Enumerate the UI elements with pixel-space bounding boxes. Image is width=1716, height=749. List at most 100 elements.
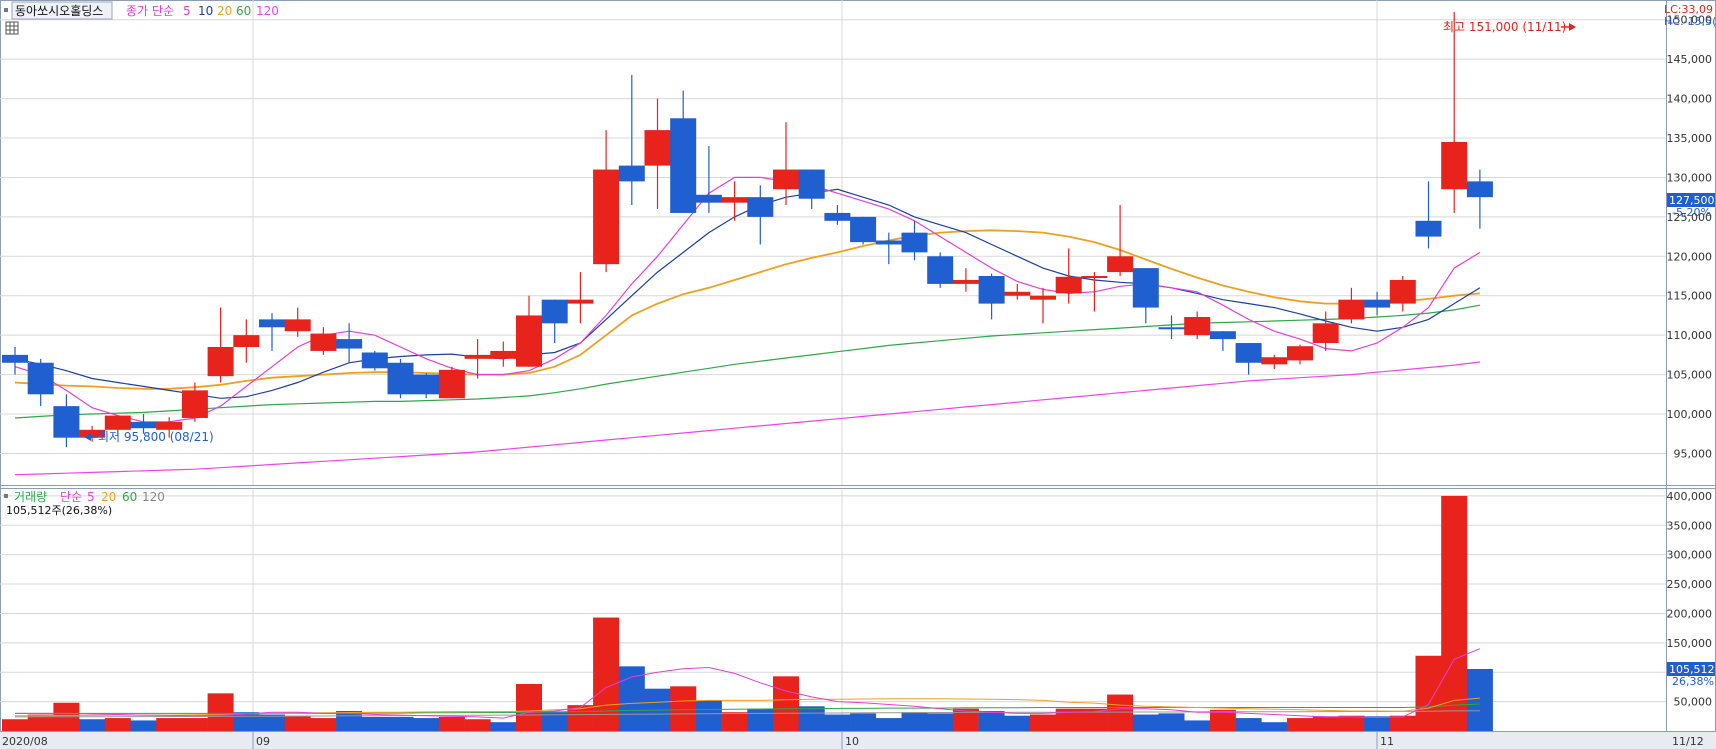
candle[interactable] [284, 307, 311, 337]
volume-bar[interactable] [259, 714, 285, 731]
candle[interactable] [1055, 248, 1082, 304]
candle[interactable] [336, 323, 363, 363]
volume-bar[interactable] [1030, 714, 1056, 731]
candle[interactable] [1261, 354, 1288, 370]
candle[interactable] [516, 295, 542, 367]
candle[interactable] [310, 327, 337, 355]
volume-bar[interactable] [516, 683, 542, 731]
candle[interactable] [1415, 181, 1442, 249]
volume-bar[interactable] [1364, 716, 1391, 731]
candle[interactable] [644, 98, 671, 209]
volume-bar[interactable] [233, 712, 260, 731]
volume-bar[interactable] [490, 722, 517, 731]
candle[interactable] [1107, 205, 1134, 277]
volume-bar[interactable] [1055, 708, 1082, 731]
candle[interactable] [1389, 276, 1416, 312]
volume-bar[interactable] [284, 715, 311, 731]
candle[interactable] [1081, 272, 1108, 312]
candle[interactable] [670, 90, 697, 213]
volume-bar[interactable] [438, 716, 465, 731]
candle[interactable] [464, 339, 491, 379]
candle[interactable] [747, 185, 774, 245]
volume-bar[interactable] [593, 617, 620, 731]
volume-bar[interactable] [1235, 718, 1262, 731]
volume-bar[interactable] [721, 712, 748, 731]
candle[interactable] [1441, 11, 1468, 213]
ma-period-20[interactable]: 20 [217, 4, 232, 18]
candle[interactable] [773, 122, 799, 206]
volume-bar[interactable] [361, 716, 388, 731]
candle[interactable] [721, 181, 748, 221]
volume-ma-period-60[interactable]: 60 [122, 490, 137, 504]
candle[interactable] [850, 216, 877, 245]
candle[interactable] [130, 414, 157, 434]
candle[interactable] [438, 366, 465, 399]
volume-bar[interactable] [2, 719, 28, 731]
volume-bar[interactable] [618, 666, 645, 731]
volume-bar[interactable] [1184, 720, 1211, 731]
candle[interactable] [618, 74, 645, 206]
volume-bar[interactable] [670, 686, 697, 731]
volume-bar[interactable] [1441, 495, 1468, 731]
candle[interactable] [1030, 287, 1056, 324]
volume-bar[interactable] [1312, 716, 1339, 731]
candle[interactable] [53, 394, 80, 448]
ma-period-60[interactable]: 60 [236, 4, 251, 18]
candle[interactable] [27, 358, 54, 407]
volume-bar[interactable] [1107, 694, 1134, 731]
candle[interactable] [1364, 291, 1391, 316]
volume-bar[interactable] [747, 708, 774, 731]
volume-bar[interactable] [978, 711, 1005, 731]
volume-bar[interactable] [798, 706, 825, 731]
volume-bar[interactable] [1158, 713, 1185, 731]
volume-bar[interactable] [1389, 715, 1416, 731]
volume-bar[interactable] [156, 718, 183, 731]
volume-ma-period-5[interactable]: 5 [87, 490, 95, 504]
stock-name-box[interactable] [11, 1, 113, 20]
volume-bar[interactable] [1209, 709, 1236, 731]
volume-bar[interactable] [464, 719, 491, 731]
volume-bar[interactable] [1466, 668, 1493, 731]
candle[interactable] [181, 382, 208, 422]
volume-bar[interactable] [79, 719, 106, 731]
volume-bar[interactable] [824, 714, 851, 731]
volume-bar[interactable] [773, 676, 799, 731]
candle[interactable] [978, 273, 1005, 320]
volume-bar[interactable] [387, 716, 414, 731]
ma-period-120[interactable]: 120 [256, 4, 279, 18]
candle[interactable] [901, 220, 928, 261]
candle[interactable] [207, 307, 234, 383]
volume-bar[interactable] [927, 713, 954, 731]
candle[interactable] [1184, 311, 1211, 340]
volume-ma-period-120[interactable]: 120 [142, 490, 165, 504]
ma-period-5[interactable]: 5 [183, 4, 191, 18]
volume-bar[interactable] [1261, 722, 1288, 731]
candle[interactable] [1209, 331, 1236, 351]
candle[interactable] [233, 319, 260, 363]
candle[interactable] [1132, 268, 1159, 324]
volume-bar[interactable] [901, 712, 928, 731]
ma-period-10[interactable]: 10 [198, 4, 213, 18]
candle[interactable] [1287, 344, 1313, 365]
candle[interactable] [1235, 343, 1262, 375]
candle[interactable] [927, 252, 954, 288]
candle[interactable] [695, 145, 722, 213]
volume-bar[interactable] [875, 718, 902, 731]
candle[interactable] [259, 313, 285, 351]
candle[interactable] [567, 272, 594, 324]
volume-bar[interactable] [207, 693, 234, 731]
volume-bar[interactable] [952, 708, 979, 731]
volume-bar[interactable] [1004, 715, 1031, 731]
table-icon[interactable] [5, 21, 19, 35]
candle[interactable] [1312, 311, 1339, 351]
candle[interactable] [824, 205, 851, 225]
candle[interactable] [104, 415, 131, 437]
volume-bar[interactable] [413, 718, 440, 731]
candle[interactable] [79, 425, 106, 442]
volume-bar[interactable] [1338, 715, 1365, 731]
candle[interactable] [413, 373, 440, 399]
volume-bar[interactable] [1415, 655, 1442, 731]
candle[interactable] [361, 350, 388, 371]
candle[interactable] [156, 417, 183, 438]
candle[interactable] [1004, 283, 1031, 300]
